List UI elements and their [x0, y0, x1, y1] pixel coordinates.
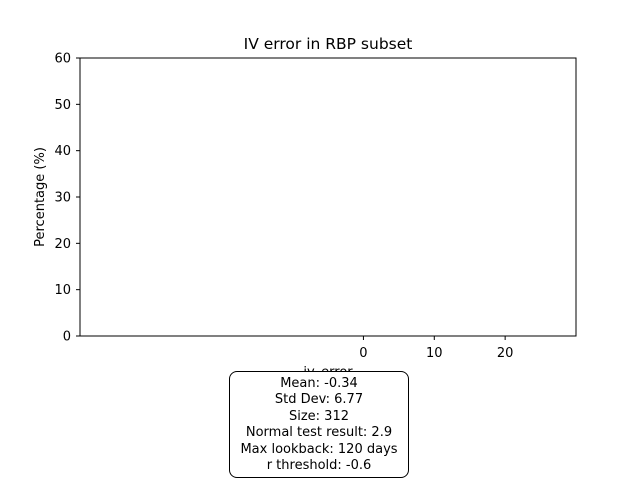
plot-frame	[79, 57, 577, 337]
y-tick-label: 0	[63, 330, 71, 345]
y-tick-label: 20	[54, 237, 71, 252]
x-tick-label: 10	[426, 346, 443, 361]
y-axis-label: Percentage (%)	[33, 147, 48, 247]
y-tick-label: 50	[54, 98, 71, 113]
stats-box: Mean: -0.34 Std Dev: 6.77 Size: 312 Norm…	[229, 371, 409, 478]
stats-size: Size: 312	[288, 408, 349, 424]
stats-normal-test: Normal test result: 2.9	[245, 425, 393, 441]
y-tick-label: 60	[54, 52, 71, 67]
y-tick-label: 30	[54, 191, 71, 206]
y-tick-label: 40	[54, 144, 71, 159]
y-axis: 0 10 20 30 40 50 60	[54, 52, 80, 345]
stats-std-dev: Std Dev: 6.77	[274, 392, 364, 408]
stats-max-lookback: Max lookback: 120 days	[240, 441, 398, 457]
stats-r-threshold: r threshold: -0.6	[266, 458, 372, 474]
y-tick-label: 10	[54, 283, 71, 298]
x-tick-label: 20	[497, 346, 514, 361]
stats-mean: Mean: -0.34	[280, 376, 358, 391]
chart-title: IV error in RBP subset	[244, 35, 413, 53]
x-tick-label: 0	[359, 346, 367, 361]
x-axis: 0 10 20	[359, 336, 513, 361]
